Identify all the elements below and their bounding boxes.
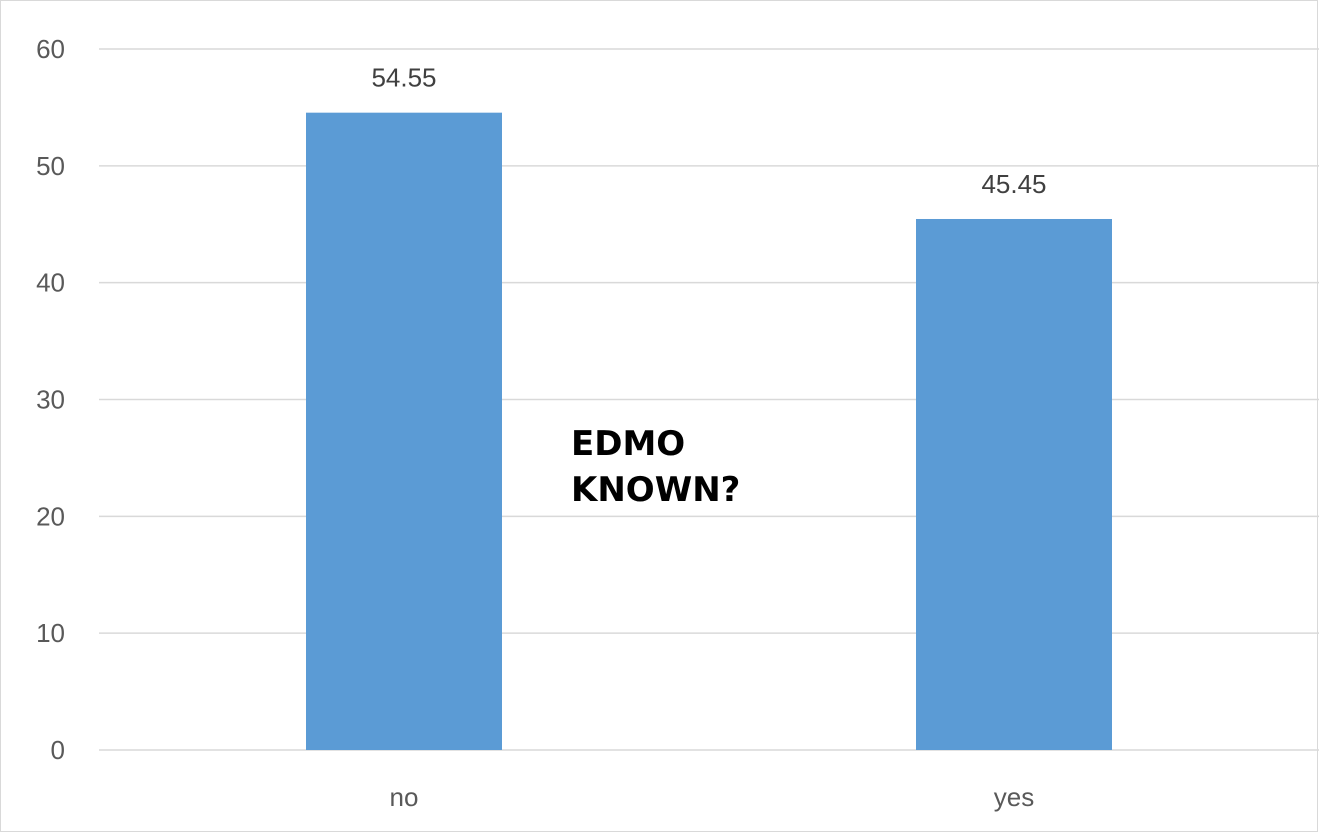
y-tick-label: 40	[36, 268, 65, 298]
y-tick-label: 20	[36, 501, 65, 531]
y-tick-label: 30	[36, 385, 65, 415]
y-tick-label: 10	[36, 618, 65, 648]
bar-no	[306, 112, 502, 750]
y-tick-label: 60	[36, 34, 65, 64]
data-label: 45.45	[981, 169, 1046, 199]
annotation-line-2: KNOWN?	[571, 470, 741, 510]
x-tick-label: yes	[994, 782, 1034, 812]
data-label: 54.55	[371, 63, 436, 93]
bar-yes	[916, 218, 1112, 750]
chart-annotation: EDMO KNOWN?	[571, 421, 740, 513]
x-tick-label: no	[390, 782, 419, 812]
annotation-line-1: EDMO	[571, 424, 686, 464]
y-tick-label: 50	[36, 151, 65, 181]
y-tick-label: 0	[51, 735, 65, 765]
